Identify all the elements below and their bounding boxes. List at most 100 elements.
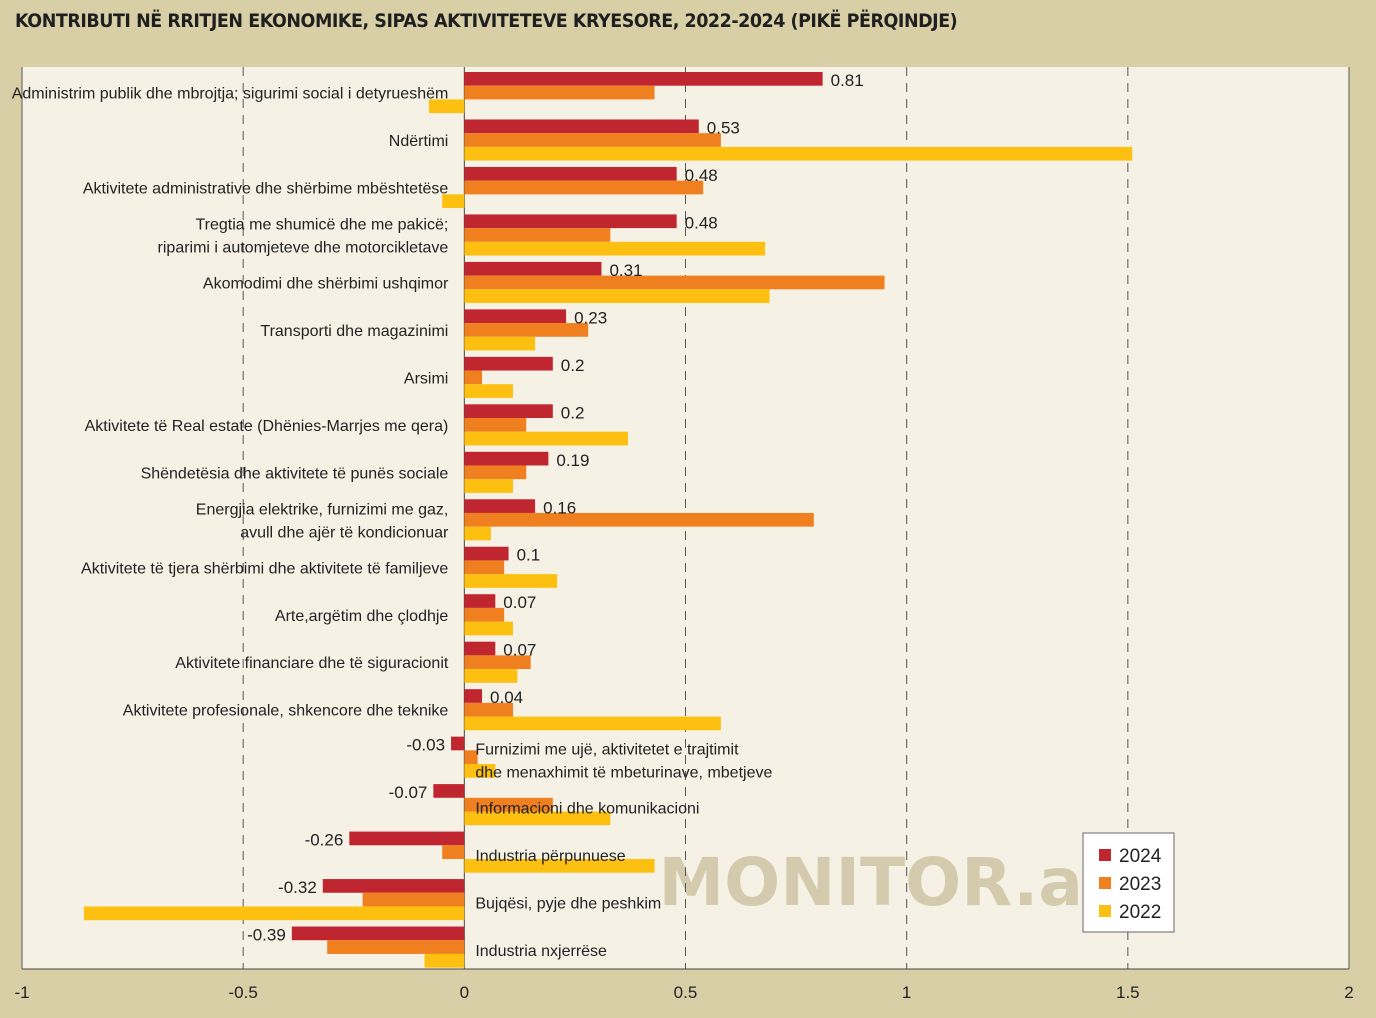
data-label: 0.48 [685, 213, 718, 232]
bar-2023 [464, 655, 531, 670]
data-label: 0.81 [831, 71, 864, 90]
data-label: 0.07 [503, 593, 536, 612]
x-tick-label: 1 [902, 983, 911, 1002]
category-label: Transporti dhe magazinimi [260, 323, 448, 340]
data-label: -0.03 [406, 736, 445, 755]
bar-2022 [464, 811, 611, 826]
category-label: Shëndetësia dhe aktivitete të punës soci… [141, 465, 449, 482]
category-label: riparimi i automjeteve dhe motorcikletav… [158, 239, 449, 256]
legend-box [1082, 832, 1175, 933]
bar-2022 [464, 669, 518, 683]
bar-2024 [464, 689, 483, 703]
bar-2023 [464, 750, 478, 765]
data-label: 0.23 [574, 308, 607, 327]
bar-2023 [464, 418, 527, 432]
bar-2023 [464, 85, 655, 100]
bar-2022 [464, 241, 766, 256]
category-label: Administrim publik dhe mbrojtja; sigurim… [12, 86, 449, 103]
category-label: Furnizimi me ujë, aktivitetet e trajtimi… [475, 742, 739, 759]
category-label: Aktivitete administrative dhe shërbime m… [83, 180, 449, 197]
category-label: Arte,argëtim dhe çlodhje [275, 608, 449, 625]
bar-2022 [464, 146, 1133, 161]
bar-2023 [362, 892, 465, 907]
legend-swatch-2024 [1099, 849, 1111, 861]
x-tick-label: -0.5 [229, 983, 258, 1002]
data-label: 0.53 [707, 118, 740, 137]
data-label: 0.31 [609, 261, 642, 280]
legend-swatch-2022 [1099, 905, 1111, 917]
category-label: Industria nxjerrëse [475, 943, 607, 960]
data-label: -0.26 [305, 831, 344, 850]
bar-2024 [451, 736, 465, 751]
x-tick-label: 0 [460, 983, 469, 1002]
legend-label-2023: 2023 [1119, 874, 1161, 895]
bar-2024 [464, 119, 699, 134]
category-label: Informacioni dhe komunikacioni [475, 801, 699, 818]
bar-2022 [464, 289, 770, 303]
category-label: dhe menaxhimit të mbeturinave, mbetjeve [475, 765, 772, 782]
bar-2022 [464, 764, 496, 778]
bar-2022 [464, 431, 628, 446]
bar-2023 [464, 512, 814, 527]
bar-2023 [464, 560, 505, 575]
category-label: Tregtia me shumicë dhe me pakicë; [195, 216, 448, 233]
data-label: 0.2 [561, 356, 585, 375]
category-label: Ndërtimi [389, 133, 449, 150]
category-label: Bujqësi, pyje dhe peshkim [475, 896, 661, 913]
bar-2023 [464, 607, 505, 622]
x-tick-label: 2 [1344, 983, 1353, 1002]
bar-2024 [464, 404, 553, 419]
bar-2023 [464, 275, 885, 290]
bar-2022 [464, 574, 558, 588]
data-label: 0.07 [503, 641, 536, 660]
bar-2022 [424, 953, 465, 968]
data-label: 0.04 [490, 688, 523, 707]
legend-label-2022: 2022 [1119, 902, 1161, 923]
category-label: Aktivitete profesionale, shkencore dhe t… [123, 703, 449, 720]
bar-2024 [433, 784, 465, 798]
data-label: -0.39 [247, 926, 286, 945]
bar-2024 [464, 499, 536, 513]
bar-2024 [464, 594, 496, 608]
bar-2022 [464, 716, 721, 731]
category-label: Aktivitete financiare dhe të siguracioni… [175, 655, 449, 672]
data-label: 0.48 [685, 166, 718, 185]
bar-2023 [464, 133, 721, 147]
data-label: -0.32 [278, 878, 317, 897]
bar-2022 [464, 336, 536, 351]
category-label: avull dhe ajër të kondicionuar [240, 524, 449, 541]
bar-2024 [464, 309, 567, 324]
bar-2023 [464, 702, 513, 717]
legend-swatch-2023 [1099, 877, 1111, 889]
bar-2024 [464, 546, 509, 561]
category-label: Aktivitete të tjera shërbimi dhe aktivit… [81, 560, 448, 577]
bar-2022 [83, 906, 465, 921]
bar-2022 [464, 858, 655, 873]
category-label: Industria përpunuese [475, 848, 625, 865]
data-label: 0.19 [556, 451, 589, 470]
bar-2024 [464, 261, 602, 276]
bar-2022 [428, 99, 465, 114]
x-tick-label: 0.5 [674, 983, 698, 1002]
bar-2023 [327, 940, 465, 954]
bar-2024 [464, 72, 823, 86]
data-label: 0.2 [561, 403, 585, 422]
bar-2024 [464, 214, 677, 229]
bar-2024 [349, 831, 465, 846]
watermark: MONITOR.al [659, 844, 1106, 921]
bar-2023 [464, 370, 483, 385]
data-label: -0.07 [389, 783, 428, 802]
bar-2024 [291, 926, 465, 941]
bar-2022 [464, 384, 513, 398]
bar-2024 [322, 879, 465, 893]
chart-title: KONTRIBUTI NË RRITJEN EKONOMIKE, SIPAS A… [15, 10, 958, 32]
bar-2023 [442, 845, 465, 859]
x-tick-label: -1 [14, 983, 29, 1002]
category-label: Energjia elektrike, furnizimi me gaz, [196, 501, 449, 518]
category-label: Aktivitete të Real estate (Dhënies-Marrj… [85, 418, 449, 435]
bar-2022 [464, 621, 513, 636]
bar-2023 [464, 323, 589, 337]
bar-2024 [464, 451, 549, 466]
bar-2023 [464, 465, 527, 480]
